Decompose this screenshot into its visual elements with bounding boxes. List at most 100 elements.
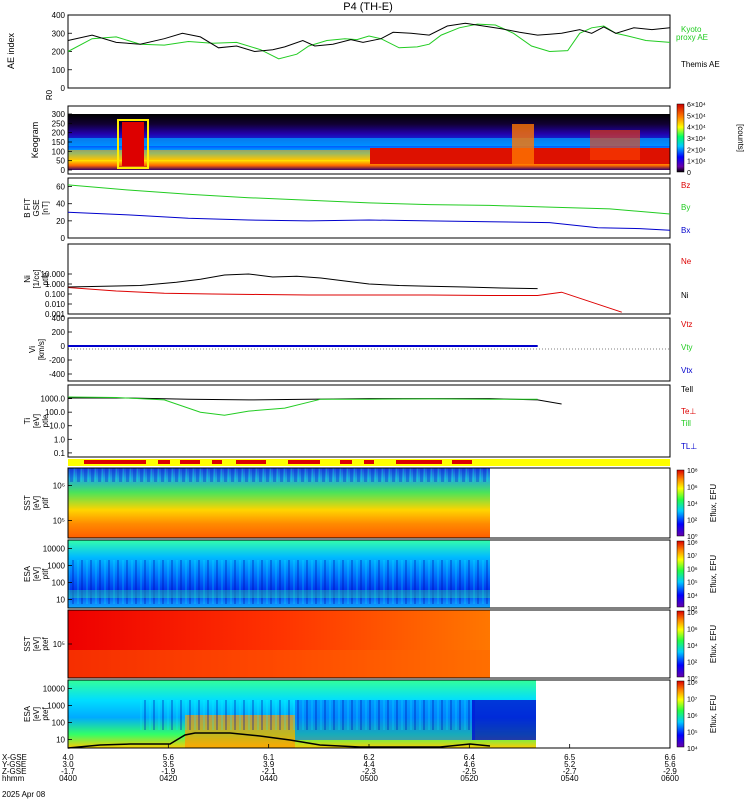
y-tick-label: 250 [52, 119, 66, 128]
keogram-band-yellow [68, 150, 370, 160]
x-tick-label: 5.6 [664, 760, 676, 769]
colorbar-label: Eflux, EFU [709, 695, 718, 733]
colorbar-ticks: 10⁰ 10² 10⁴ 10⁶ 10⁸ [687, 468, 698, 541]
colorbar [676, 469, 685, 537]
colorbar [676, 103, 685, 173]
legend-till: Till [681, 419, 691, 428]
colorbar-tick-label: 10⁷ [687, 553, 698, 560]
y-tick-label: 1.0 [54, 435, 66, 444]
y-axis-label-line: ptif [41, 568, 50, 579]
y-tick-label: 40 [56, 200, 65, 209]
colorbar-tick-label: 10⁰ [687, 533, 698, 541]
y-axis-label-line: SST [23, 495, 32, 511]
mode-bar-segments [84, 460, 472, 464]
keogram-substorm-1-edge [117, 119, 149, 169]
y-ticks: 0.1 1.0 10.0 100.0 1000.0 [41, 395, 72, 458]
y-tick-label: 1000 [47, 562, 65, 571]
x-axis-date: 2025 Apr 08 [2, 790, 46, 799]
y-axis-label: Ni [1/cc] ptle [23, 269, 50, 288]
mode-bar-segment [288, 460, 320, 464]
y-axis-label: Keogram [30, 122, 40, 159]
spectrogram-noise [68, 560, 490, 604]
colorbar-ticks: 10³ 10⁴ 10⁵ 10⁶ 10⁷ 10⁸ [687, 540, 698, 613]
colorbar-tick-label: 10² [687, 518, 698, 525]
y-axis-label: Vi [km/s] [28, 339, 46, 360]
keogram-band-cyan [68, 138, 670, 146]
keogram-substorm-2 [512, 124, 534, 164]
y-tick-label: 10.0 [49, 422, 65, 431]
series-lines [67, 22, 671, 60]
colorbar-tick-label: 10⁵ [687, 580, 698, 587]
colorbar-ticks: 0 1×10⁴ 2×10⁴ 3×10⁴ 4×10⁴ 5×10⁴ 6×10⁴ [687, 102, 706, 177]
keogram-substorm-1 [122, 122, 144, 166]
y-axis-label: Ti [eV] ptle [23, 414, 50, 428]
series-line-till [67, 396, 538, 416]
y-axis-label-line: [eV] [32, 637, 41, 651]
panel-frame [67, 317, 671, 382]
y-tick-label: 100 [52, 147, 66, 156]
colorbar [676, 680, 685, 748]
y-tick-label: 0.010 [45, 300, 66, 309]
y-tick-label: 10 [56, 736, 65, 745]
colorbar-tick-label: 10⁸ [687, 610, 698, 617]
y-tick-label: 20 [56, 217, 65, 226]
series-lines [67, 184, 671, 231]
y-tick-label: 0 [61, 234, 66, 243]
legend-bz: Bz [681, 181, 690, 190]
x-tick-label: -2.5 [462, 767, 476, 776]
x-tick-label: 4.4 [363, 760, 375, 769]
y-tick-label: 400 [52, 11, 66, 20]
x-tick-label: 6.4 [464, 753, 476, 762]
x-tick-label: 0440 [260, 774, 278, 783]
legend-vtx: Vtx [681, 366, 693, 375]
colorbar-label: [counts] [736, 124, 745, 152]
y-tick-label: 200 [52, 48, 66, 57]
y-axis-label-line: ESA [23, 705, 32, 722]
mode-bar-segment [340, 460, 352, 464]
colorbar-tick-label: 10⁵ [687, 730, 698, 737]
colorbar-tick-label: 10⁴ [687, 643, 698, 650]
y-axis-label-line: [1/cc] [32, 269, 41, 288]
colorbar-tick-label: 10⁶ [687, 485, 698, 492]
x-axis-row-label: Z-GSE [2, 767, 26, 776]
spectrogram-top-noise [68, 468, 490, 482]
y-axis-label-top: R0 [45, 89, 54, 100]
y-tick-label: 100.0 [45, 408, 66, 417]
panel-frame [67, 467, 671, 539]
x-tick-label: 6.2 [363, 753, 375, 762]
y-tick-label: -400 [49, 370, 66, 379]
y-tick-label: 0.100 [45, 290, 66, 299]
x-tick-label: 3.5 [163, 760, 175, 769]
x-tick-label: 0520 [460, 774, 478, 783]
colorbar [676, 610, 685, 678]
panel-sst-electron: SST [eV] ptef 10⁵ 10⁰ 10² 10⁴ 10⁶ 10⁸ Eflux, E… [23, 609, 718, 683]
legend-teperp: Te⊥ [681, 407, 696, 416]
mode-bar-segment [396, 460, 442, 464]
y-tick-label: 100 [52, 719, 66, 728]
panel-sst-ion: SST [eV] ptif 10⁵ 10⁶ 10⁰ 10² 10⁴ 10⁶ 10⁸ Eflux… [23, 467, 718, 541]
panel-density: Ni [1/cc] ptle 0.0010.0100.1001.00010.000 … [23, 243, 692, 319]
colorbar-tick-label: 10⁷ [687, 697, 698, 704]
mode-bar-segment [84, 460, 146, 464]
y-axis-label-line: [km/s] [37, 339, 46, 360]
y-ticks: 10 100 1000 10000 [43, 545, 72, 605]
colorbar-tick-label: 10³ [687, 606, 698, 613]
y-tick-label: 10⁵ [53, 517, 65, 526]
y-axis-label-line: ptle [41, 414, 50, 427]
y-axis-label-line: ptle [41, 272, 50, 285]
colorbar-tick-label: 10⁴ [687, 746, 698, 753]
colorbar-tick-label: 10⁶ [687, 627, 698, 634]
spectrogram-band [68, 590, 490, 598]
series-line-ni [67, 273, 538, 290]
y-tick-label: 50 [56, 157, 65, 166]
figure-title: P4 (TH-E) [343, 1, 393, 13]
y-axis-label-line: Ni [23, 275, 32, 283]
colorbar-tick-label: 10² [687, 660, 698, 667]
colorbar-label: Eflux, EFU [709, 625, 718, 663]
y-tick-label: 0 [61, 342, 66, 351]
mode-bar [68, 459, 670, 466]
